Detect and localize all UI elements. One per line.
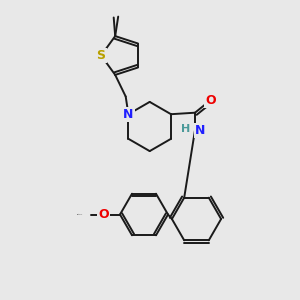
Text: H: H — [181, 124, 190, 134]
Text: methoxy: methoxy — [76, 214, 82, 215]
Text: O: O — [205, 94, 216, 106]
Text: S: S — [97, 49, 106, 62]
Text: N: N — [195, 124, 206, 136]
Text: O: O — [98, 208, 109, 221]
Text: N: N — [123, 108, 134, 121]
